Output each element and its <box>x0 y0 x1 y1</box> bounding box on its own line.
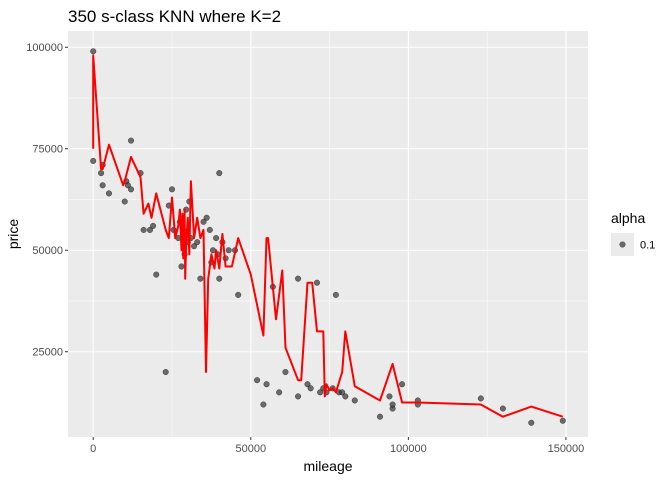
data-point <box>206 226 213 233</box>
plot-panel <box>68 31 588 437</box>
data-point <box>351 397 358 404</box>
chart-title: 350 s-class KNN where K=2 <box>68 7 281 26</box>
data-point <box>105 190 113 197</box>
data-point <box>263 381 270 388</box>
data-point <box>389 401 396 408</box>
x-tick-label: 0 <box>90 443 96 455</box>
grid-major <box>68 31 588 437</box>
x-tick-label: 50000 <box>235 443 266 455</box>
data-point <box>121 198 128 205</box>
data-point <box>203 214 210 221</box>
data-point <box>194 239 201 246</box>
x-axis-ticks: 0 50000 100000 150000 <box>90 437 584 455</box>
data-point <box>178 263 185 270</box>
data-point <box>98 170 105 177</box>
data-point <box>332 291 339 298</box>
data-point <box>200 218 207 225</box>
data-point <box>191 243 198 250</box>
data-point <box>282 368 289 376</box>
data-point <box>254 377 261 384</box>
data-point <box>146 226 153 233</box>
data-point <box>399 381 406 388</box>
data-point <box>307 385 314 392</box>
data-point <box>313 279 321 286</box>
data-point <box>153 271 160 278</box>
legend: alpha 0.1 <box>611 210 655 256</box>
legend-label: 0.1 <box>640 240 655 252</box>
y-tick-label: 25000 <box>32 347 63 359</box>
knn-fit-line <box>92 54 564 418</box>
data-point <box>559 417 566 424</box>
data-point <box>295 275 302 282</box>
data-point <box>304 381 311 388</box>
data-point <box>216 275 223 282</box>
y-tick-label: 75000 <box>32 144 63 156</box>
data-point <box>99 182 106 189</box>
data-point <box>216 170 223 177</box>
data-point <box>235 291 242 298</box>
x-tick-label: 100000 <box>390 443 427 455</box>
y-tick-label: 100000 <box>26 42 63 54</box>
y-axis-title: price <box>5 219 21 250</box>
data-point <box>140 226 147 233</box>
data-point <box>90 48 97 55</box>
data-point <box>342 393 349 400</box>
data-point <box>162 368 169 376</box>
data-point <box>127 137 135 144</box>
data-point <box>528 419 535 426</box>
data-point <box>127 186 135 193</box>
y-tick-label: 50000 <box>32 245 63 257</box>
y-axis-ticks: 25000 50000 75000 100000 <box>26 42 68 359</box>
x-axis-title: mileage <box>303 458 352 474</box>
data-point <box>317 389 324 396</box>
data-point <box>499 405 506 412</box>
data-point <box>225 247 232 254</box>
data-point <box>124 182 131 189</box>
data-point <box>386 393 393 400</box>
knn-line-layer <box>92 54 564 418</box>
data-point <box>339 389 346 396</box>
data-point <box>260 401 267 408</box>
x-tick-label: 150000 <box>548 443 585 455</box>
data-point <box>213 235 220 242</box>
data-point <box>150 222 157 229</box>
data-point <box>197 275 204 282</box>
data-point <box>276 389 283 396</box>
data-point <box>376 413 384 420</box>
legend-title: alpha <box>611 210 645 226</box>
data-point <box>295 393 302 400</box>
data-point <box>168 186 176 193</box>
data-point <box>90 157 97 164</box>
data-point <box>477 395 484 402</box>
legend-point-icon <box>619 241 626 248</box>
